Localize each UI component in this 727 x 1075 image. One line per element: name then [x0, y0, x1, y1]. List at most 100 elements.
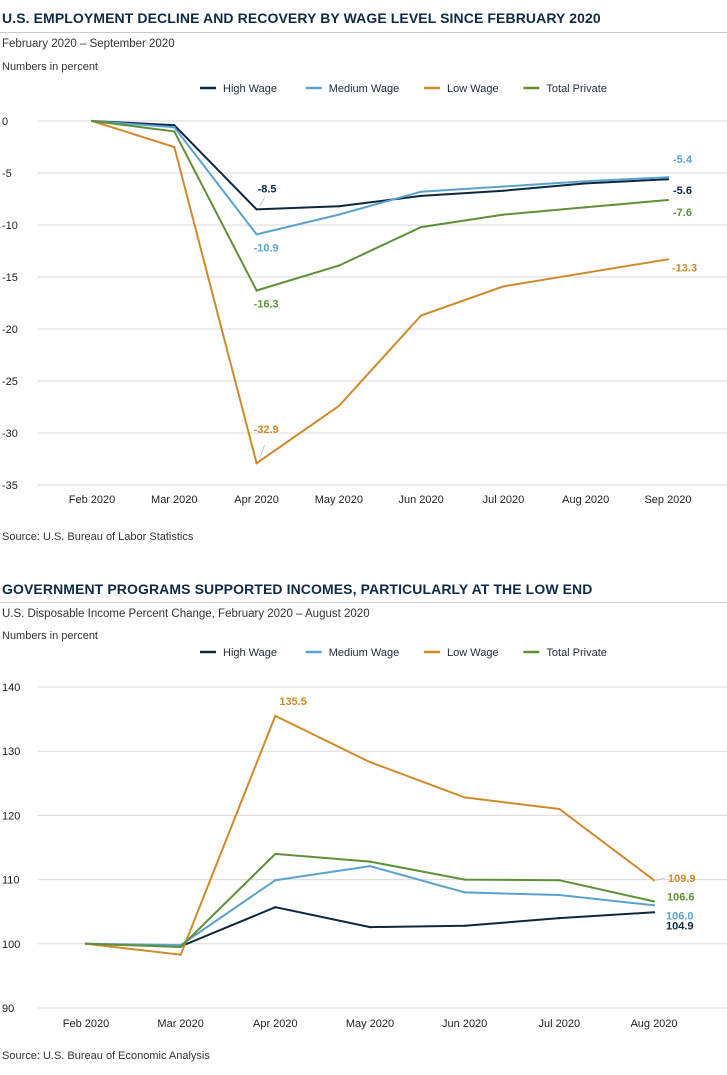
legend-label: Medium Wage: [329, 647, 400, 659]
employment-line-chart: High Wage Medium Wage Low Wage Total Privat…: [2, 83, 727, 506]
data-point: [84, 942, 88, 945]
x-tick-label: Aug 2020: [630, 1018, 677, 1030]
data-point: [368, 761, 372, 764]
y-tick-label: 100: [2, 939, 20, 951]
x-tick-label: Apr 2020: [234, 494, 279, 506]
data-point: [337, 205, 340, 208]
series-line: [85, 865, 655, 947]
data-point: [666, 258, 670, 261]
data-label-total-private: -16.3: [254, 299, 279, 311]
series-medium-wage: [84, 865, 656, 947]
data-label: 109.9: [668, 873, 696, 885]
legend-item-high-wage: High Wage: [200, 83, 277, 95]
data-point: [502, 213, 505, 216]
data-point: [652, 911, 656, 914]
data-label-medium-wage: 106.0: [666, 910, 694, 922]
data-point: [337, 213, 340, 216]
x-tick-label: Jun 2020: [399, 494, 444, 506]
data-point: [420, 225, 423, 229]
units-label: Numbers in percent: [2, 630, 98, 642]
y-tick-label: 140: [2, 682, 20, 694]
data-point: [558, 893, 561, 897]
data-label-high-wage: 104.9: [666, 920, 694, 932]
data-point: [368, 865, 372, 868]
data-point: [652, 879, 656, 882]
data-point: [584, 182, 587, 185]
data-label-high-wage: -8.5: [258, 183, 277, 207]
data-label: 106.6: [667, 891, 695, 903]
legend-item-low-wage: Low Wage: [424, 647, 499, 659]
data-point: [584, 206, 587, 209]
data-point: [652, 904, 656, 907]
title-divider: [0, 32, 727, 33]
data-point: [666, 198, 670, 202]
series-total-private: [84, 852, 656, 949]
income-chart-panel: GOVERNMENT PROGRAMS SUPPORTED INCOMES, P…: [0, 570, 727, 1075]
y-tick-label: 120: [2, 810, 20, 822]
data-point: [420, 194, 423, 197]
y-tick-label: -10: [2, 220, 18, 232]
data-point: [584, 271, 587, 274]
data-point: [502, 189, 505, 192]
chart-title: GOVERNMENT PROGRAMS SUPPORTED INCOMES, P…: [2, 581, 593, 597]
data-point: [666, 178, 670, 181]
y-tick-label: -20: [2, 324, 18, 336]
data-point: [173, 126, 176, 129]
data-label-low-wage: -13.3: [672, 262, 697, 274]
data-point: [463, 878, 466, 881]
x-tick-label: Feb 2020: [69, 494, 115, 506]
data-label: -7.6: [673, 207, 692, 219]
x-tick-label: Jun 2020: [442, 1018, 487, 1030]
income-line-chart: High Wage Medium Wage Low Wage Total Privat…: [2, 647, 727, 1030]
data-label: 104.9: [666, 920, 694, 932]
data-label: -13.3: [672, 262, 697, 274]
data-point: [337, 264, 340, 267]
legend-label: Total Private: [546, 647, 607, 659]
data-point: [652, 900, 656, 903]
y-tick-label: 0: [2, 116, 8, 128]
legend-label: High Wage: [223, 647, 277, 659]
y-tick-label: -15: [2, 272, 18, 284]
data-label-medium-wage: -5.4: [673, 154, 693, 166]
data-label: -8.5: [258, 183, 277, 195]
data-point: [420, 314, 423, 317]
employment-chart-panel: U.S. EMPLOYMENT DECLINE AND RECOVERY BY …: [0, 10, 727, 543]
data-point: [173, 145, 176, 149]
x-tick-label: Sep 2020: [644, 494, 691, 506]
x-tick-label: May 2020: [315, 494, 363, 506]
legend: High Wage Medium Wage Low Wage Total Privat…: [200, 647, 607, 659]
y-tick-label: -25: [2, 376, 18, 388]
data-point: [337, 404, 340, 408]
data-label: -5.6: [673, 185, 692, 197]
title-divider: [0, 602, 727, 603]
series-total-private: [90, 119, 670, 292]
data-point: [255, 462, 258, 465]
data-label-low-wage: 135.5: [279, 696, 307, 708]
data-label: 106.0: [666, 910, 694, 922]
data-point: [558, 879, 561, 882]
units-label: Numbers in percent: [2, 61, 98, 73]
data-point: [420, 190, 423, 193]
data-point: [558, 917, 561, 920]
data-point: [666, 176, 670, 179]
series-line: [85, 714, 655, 956]
x-tick-label: May 2020: [346, 1018, 394, 1030]
legend-item-total-private: Total Private: [523, 647, 607, 659]
x-tick-label: Jul 2020: [539, 1018, 581, 1030]
legend: High Wage Medium Wage Low Wage Total Privat…: [200, 83, 607, 95]
y-tick-label: -5: [2, 168, 12, 180]
label-leader: [259, 197, 265, 207]
legend-label: Medium Wage: [329, 83, 400, 95]
legend-label: Low Wage: [447, 647, 499, 659]
data-point: [502, 185, 505, 188]
data-point: [463, 796, 466, 799]
series-line: [91, 120, 669, 211]
data-point: [558, 807, 561, 811]
data-point: [173, 124, 176, 127]
data-label: -32.9: [254, 424, 279, 436]
data-point: [368, 860, 372, 863]
data-point: [368, 926, 372, 929]
source-note: Source: U.S. Bureau of Economic Analysis: [2, 1050, 210, 1062]
data-label-total-private: 106.6: [667, 891, 695, 903]
series-low-wage: [90, 119, 670, 465]
